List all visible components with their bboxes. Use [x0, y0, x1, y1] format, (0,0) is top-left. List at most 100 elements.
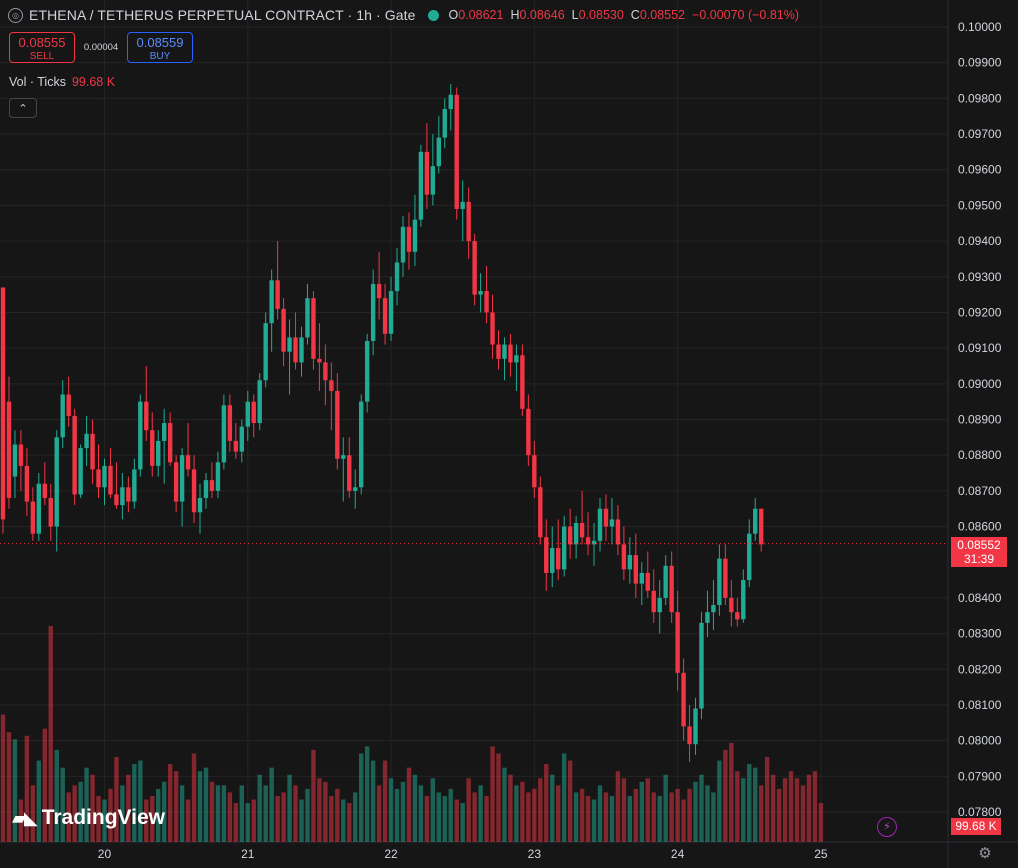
volume-bar [526, 792, 531, 842]
volume-bar [167, 764, 173, 842]
candle-body [197, 498, 203, 513]
candle-body [311, 298, 316, 359]
volume-legend[interactable]: Vol · Ticks 99.68 K [9, 75, 115, 89]
candle-body [364, 341, 370, 402]
volume-bar [615, 771, 621, 842]
volume-bar [758, 785, 764, 842]
volume-bar [735, 771, 740, 842]
open-label: O [448, 8, 459, 22]
volume-bar [18, 799, 24, 842]
volume-bar [406, 767, 412, 842]
volume-bar [573, 792, 579, 842]
candle-body [472, 241, 477, 295]
candle-body [102, 465, 107, 488]
x-tick-label: 25 [814, 847, 828, 861]
volume-bar [723, 749, 728, 842]
candle-body [615, 519, 621, 545]
tradingview-logo[interactable]: ▰◣ TradingView [12, 806, 165, 830]
volume-bar [209, 781, 215, 842]
volume-bar [699, 774, 704, 842]
volume-bar [54, 749, 59, 842]
coin-icon[interactable]: ◎ [8, 7, 23, 23]
volume-bar [687, 788, 692, 842]
volume-bar [412, 774, 418, 842]
current-price-tag: 0.08552 31:39 [951, 537, 1007, 567]
x-tick-label: 21 [241, 847, 255, 861]
volume-bar [639, 781, 644, 842]
volume-bar [185, 799, 191, 842]
x-tick-label: 23 [528, 847, 542, 861]
volume-bar [12, 739, 18, 842]
volume-bar [520, 781, 525, 842]
candle-body [430, 166, 436, 195]
volume-bar [782, 778, 788, 842]
volume-bar [173, 771, 179, 842]
candle-body [573, 522, 579, 545]
lightning-icon[interactable]: ⚡ [877, 817, 897, 837]
candle-body [675, 612, 680, 673]
candle-body [639, 572, 644, 584]
candle-body [657, 597, 662, 613]
volume-bar [609, 795, 615, 842]
volume-bar [466, 778, 471, 842]
candle-body [287, 337, 292, 352]
volume-bar [150, 795, 155, 842]
candle-body [687, 726, 692, 745]
candle-body [442, 109, 447, 138]
volume-bar [251, 799, 256, 842]
y-tick-label: 0.09100 [958, 341, 1002, 355]
candle-body [538, 487, 543, 538]
sell-price: 0.08555 [18, 35, 66, 50]
volume-bar [179, 785, 185, 842]
volume-bar [478, 785, 483, 842]
candle-body [532, 455, 537, 488]
volume-bar [341, 799, 346, 842]
volume-bar [747, 764, 752, 842]
time-axis[interactable]: 20 21 22 23 24 25 [98, 847, 828, 861]
candle-body [454, 94, 459, 209]
volume-bar [6, 732, 12, 842]
candle-body [30, 501, 36, 534]
volume-bar [603, 792, 609, 842]
volume-bar [430, 778, 436, 842]
buy-button[interactable]: 0.08559 BUY [127, 32, 193, 63]
volume-bar [215, 785, 221, 842]
sell-button[interactable]: 0.08555 SELL [9, 32, 75, 63]
candle-body [167, 423, 173, 463]
candle-body [233, 440, 239, 452]
candle-body [603, 508, 609, 527]
volume-bar [794, 778, 800, 842]
y-tick-label: 0.09400 [958, 234, 1002, 248]
candle-body [215, 462, 221, 491]
volume-bar [24, 735, 30, 842]
candle-body [561, 526, 567, 570]
y-tick-label: 0.09900 [958, 56, 1002, 70]
current-price-value: 0.08552 [957, 538, 1001, 552]
collapse-legend-button[interactable]: ⌃ [9, 98, 37, 118]
candle-body [323, 362, 328, 381]
volume-bar [102, 799, 107, 842]
symbol-title[interactable]: ETHENA / TETHERUS PERPETUAL CONTRACT · 1… [29, 7, 416, 23]
y-tick-label: 0.09000 [958, 377, 1002, 391]
y-tick-label: 0.10000 [958, 20, 1002, 34]
gear-icon[interactable]: ⚙ [978, 845, 992, 862]
volume-bar [508, 774, 513, 842]
candle-body [78, 448, 83, 495]
y-tick-label: 0.08900 [958, 413, 1002, 427]
x-tick-label: 24 [671, 847, 685, 861]
volume-bar [681, 799, 686, 842]
candle-body [275, 280, 280, 309]
candle-body [191, 469, 197, 513]
price-axis[interactable]: 0.10000 0.09900 0.09800 0.09700 0.09600 0.095… [958, 20, 1002, 819]
volume-bar [800, 785, 806, 842]
candle-body [520, 355, 525, 409]
candle-body [227, 405, 233, 441]
candle-body [138, 401, 143, 470]
y-tick-label: 0.08300 [958, 627, 1002, 641]
volume-bar [776, 788, 782, 842]
volume-bar [191, 753, 197, 842]
volume-bar [30, 785, 36, 842]
volume-bar [323, 781, 328, 842]
candle-body [556, 547, 561, 570]
